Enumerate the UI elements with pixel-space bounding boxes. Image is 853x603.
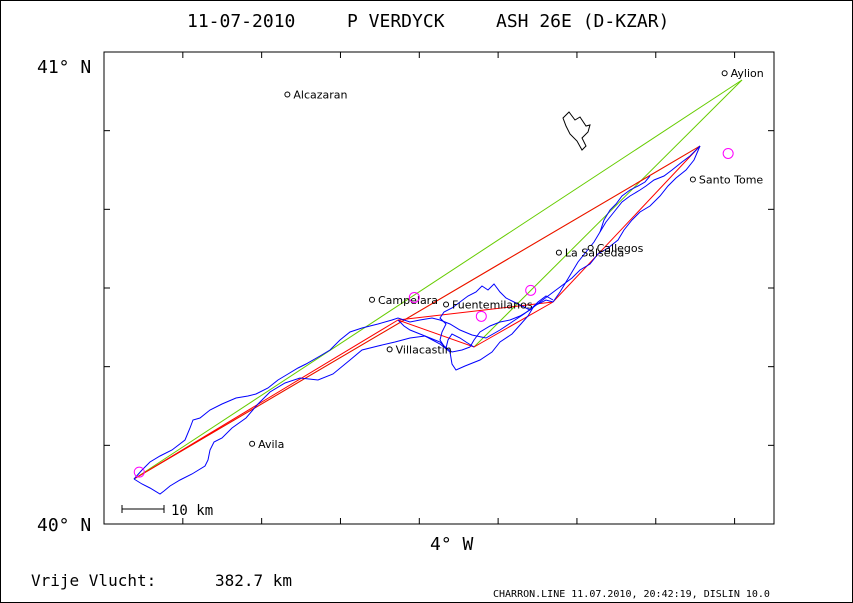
turnpoint-marker: [408, 291, 420, 303]
axis-label-north-bottom: 40° N: [37, 515, 91, 536]
town-marker: [721, 70, 728, 77]
town-label: Campelara: [378, 294, 438, 307]
turnpoint-marker: [475, 310, 487, 322]
flight-date: 11-07-2010: [187, 11, 295, 32]
turnpoint-marker: [133, 466, 145, 478]
town-marker: [284, 91, 291, 98]
pilot-name: P VERDYCK: [347, 11, 445, 32]
axis-label-north-top: 41° N: [37, 57, 91, 78]
town-label: Alcazaran: [293, 88, 347, 101]
town-marker: [555, 249, 562, 256]
optimized-route: [133, 79, 743, 480]
map-border: [103, 51, 775, 525]
town-label: Avila: [258, 438, 284, 451]
turnpoint-marker: [525, 284, 537, 296]
glider-name: ASH 26E (D-KZAR): [496, 11, 669, 32]
task-route-leg: [397, 301, 554, 321]
town-label: La Salseda: [565, 247, 624, 260]
scale-bar: [121, 505, 165, 513]
turnpoint-layer: [133, 147, 734, 478]
scale-label: 10 km: [171, 503, 213, 519]
flight-track: [133, 145, 701, 495]
town-label: Santo Tome: [699, 173, 764, 186]
town-marker: [386, 346, 393, 353]
border-outline: [562, 111, 591, 151]
town-marker: [689, 176, 696, 183]
town-label: Fuentemilanos: [452, 299, 533, 312]
axis-ticks: [103, 51, 774, 524]
town-marker: [369, 296, 375, 303]
town-marker: [443, 301, 450, 308]
credit-line: CHARRON.LINE 11.07.2010, 20:42:19, DISLI…: [493, 589, 770, 600]
axis-label-west: 4° W: [430, 534, 474, 555]
town-label: Villacastin: [396, 343, 452, 356]
distance-value: 382.7 km: [215, 571, 292, 590]
distance-label: Vrije Vlucht:: [31, 571, 156, 590]
turnpoint-marker: [722, 147, 734, 159]
task-route: [133, 145, 701, 480]
town-label: Aylion: [731, 67, 764, 80]
town-marker: [249, 440, 256, 447]
town-marker: [587, 244, 594, 251]
town-label: Callegos: [597, 242, 644, 255]
